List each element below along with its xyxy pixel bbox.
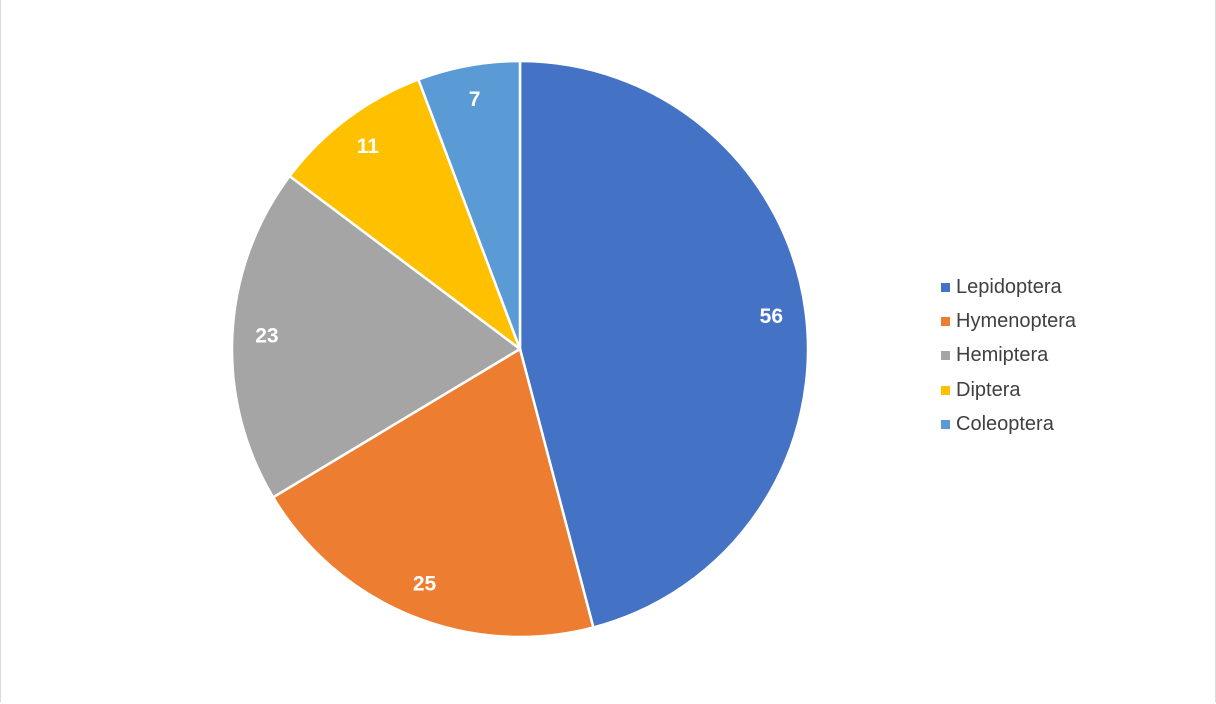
legend-swatch [941,282,950,292]
legend-label: Coleoptera [956,413,1054,436]
pie-slice-lepidoptera [518,59,810,629]
pie-slices [230,59,810,639]
pie-slice-coleoptera [417,59,522,351]
data-label-hymenoptera: 25 [413,572,437,595]
legend-swatch [941,385,950,395]
legend-swatch [941,351,950,361]
pie-slice-hemiptera [230,174,522,499]
legend-label: Hemiptera [956,344,1049,367]
pie-slice-hymenoptera [271,347,595,639]
legend-swatch [941,420,950,430]
legend-swatch [941,317,950,327]
data-label-hemiptera: 23 [255,324,278,347]
legend-item-hemiptera: Hemiptera [941,339,1076,373]
legend-label: Lepidoptera [956,275,1062,298]
pie-data-labels: 56 25 23 11 7 [255,88,783,595]
legend-item-hymenoptera: Hymenoptera [941,304,1076,338]
pie-slice-diptera [288,78,522,351]
legend-item-diptera: Diptera [941,373,1076,407]
data-label-diptera: 11 [357,135,380,158]
legend-item-lepidoptera: Lepidoptera [941,270,1076,304]
legend-label: Diptera [956,378,1021,401]
legend-label: Hymenoptera [956,310,1077,333]
legend-item-coleoptera: Coleoptera [941,408,1076,442]
data-label-lepidoptera: 56 [760,305,783,328]
data-label-coleoptera: 7 [469,88,481,111]
legend: Lepidoptera Hymenoptera Hemiptera Dipter… [941,270,1076,442]
